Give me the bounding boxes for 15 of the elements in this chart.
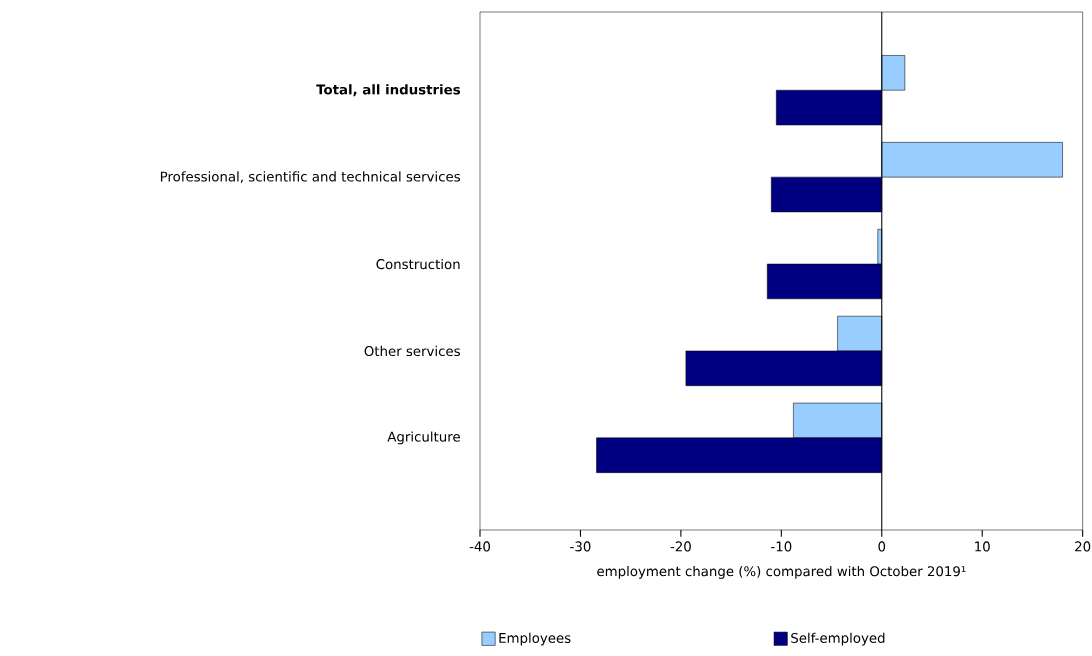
legend-label: Self-employed xyxy=(791,632,885,646)
x-tick-label: -20 xyxy=(670,541,691,552)
x-tick-label: 10 xyxy=(975,541,990,552)
y-tick-label: Agriculture xyxy=(387,431,460,445)
y-tick-label: Total, all industries xyxy=(316,84,461,97)
y-tick-label: Professional, scientific and technical services xyxy=(160,171,460,183)
x-axis-title: employment change (%) compared with October 2019¹ xyxy=(597,565,966,579)
x-tick-label: -30 xyxy=(570,541,591,552)
y-tick-label: Construction xyxy=(376,258,460,270)
y-tick-label: Other services xyxy=(364,345,460,357)
x-tick-label: 0 xyxy=(878,541,886,552)
legend-label: Employees xyxy=(499,632,571,646)
x-tick-label: -40 xyxy=(469,541,491,552)
x-tick-label: 20 xyxy=(1075,541,1091,552)
x-tick-label: -10 xyxy=(771,541,792,552)
